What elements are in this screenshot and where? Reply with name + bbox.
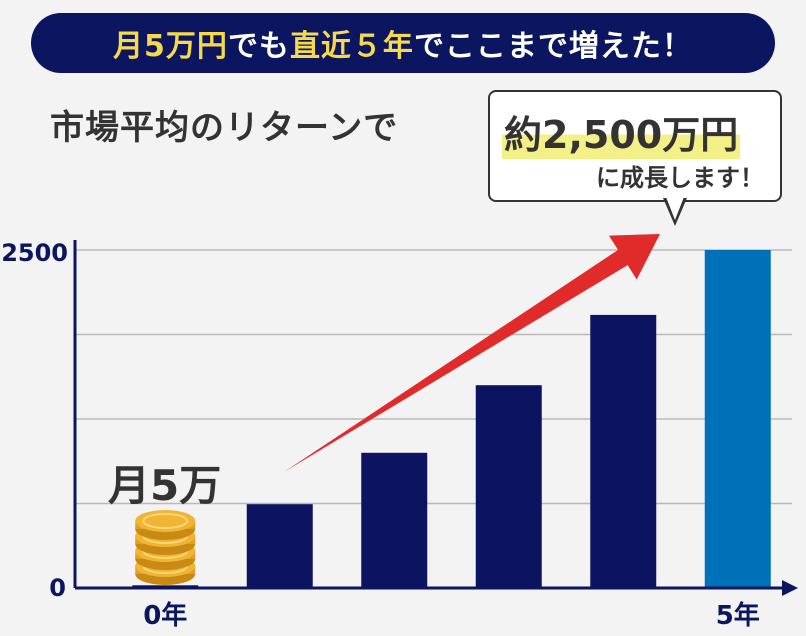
x-tick-label: 0年	[143, 600, 187, 631]
axes	[73, 240, 798, 596]
speech-bubble-tail-fill	[666, 197, 684, 220]
bar	[475, 385, 542, 588]
growth-arrow-icon	[284, 234, 660, 472]
y-tick-label: 2500	[1, 239, 68, 267]
x-axis-arrowhead	[782, 580, 798, 596]
subtitle: 市場平均のリターンで	[50, 108, 399, 148]
gridlines	[75, 249, 792, 505]
bar	[361, 452, 428, 588]
bar	[590, 314, 657, 588]
axis-labels: 0 2500 0年 5年	[1, 239, 760, 631]
coin-stack-icon	[135, 510, 196, 585]
headline-part2: でも	[227, 29, 290, 64]
bars	[132, 250, 771, 588]
bar	[704, 250, 771, 588]
callout-text: に成長します！	[596, 164, 764, 192]
headline-part1: 月5万円	[113, 29, 228, 64]
callout-amount: 約2,500万円	[502, 104, 741, 159]
bar	[246, 504, 313, 588]
coin-rim	[142, 513, 189, 529]
speech-bubble: 約2,500万円 に成長します！	[488, 90, 782, 202]
headline-part3: 直近５年	[289, 29, 414, 64]
headline-banner: 月5万円 でも 直近５年 でここまで増えた！	[31, 13, 775, 73]
y-tick-label: 0	[49, 574, 66, 602]
headline-part4: でここまで増えた！	[413, 29, 693, 64]
x-tick-label: 5年	[716, 600, 760, 631]
arrow-shape	[284, 234, 660, 472]
coin-label: 月5万	[108, 461, 222, 510]
